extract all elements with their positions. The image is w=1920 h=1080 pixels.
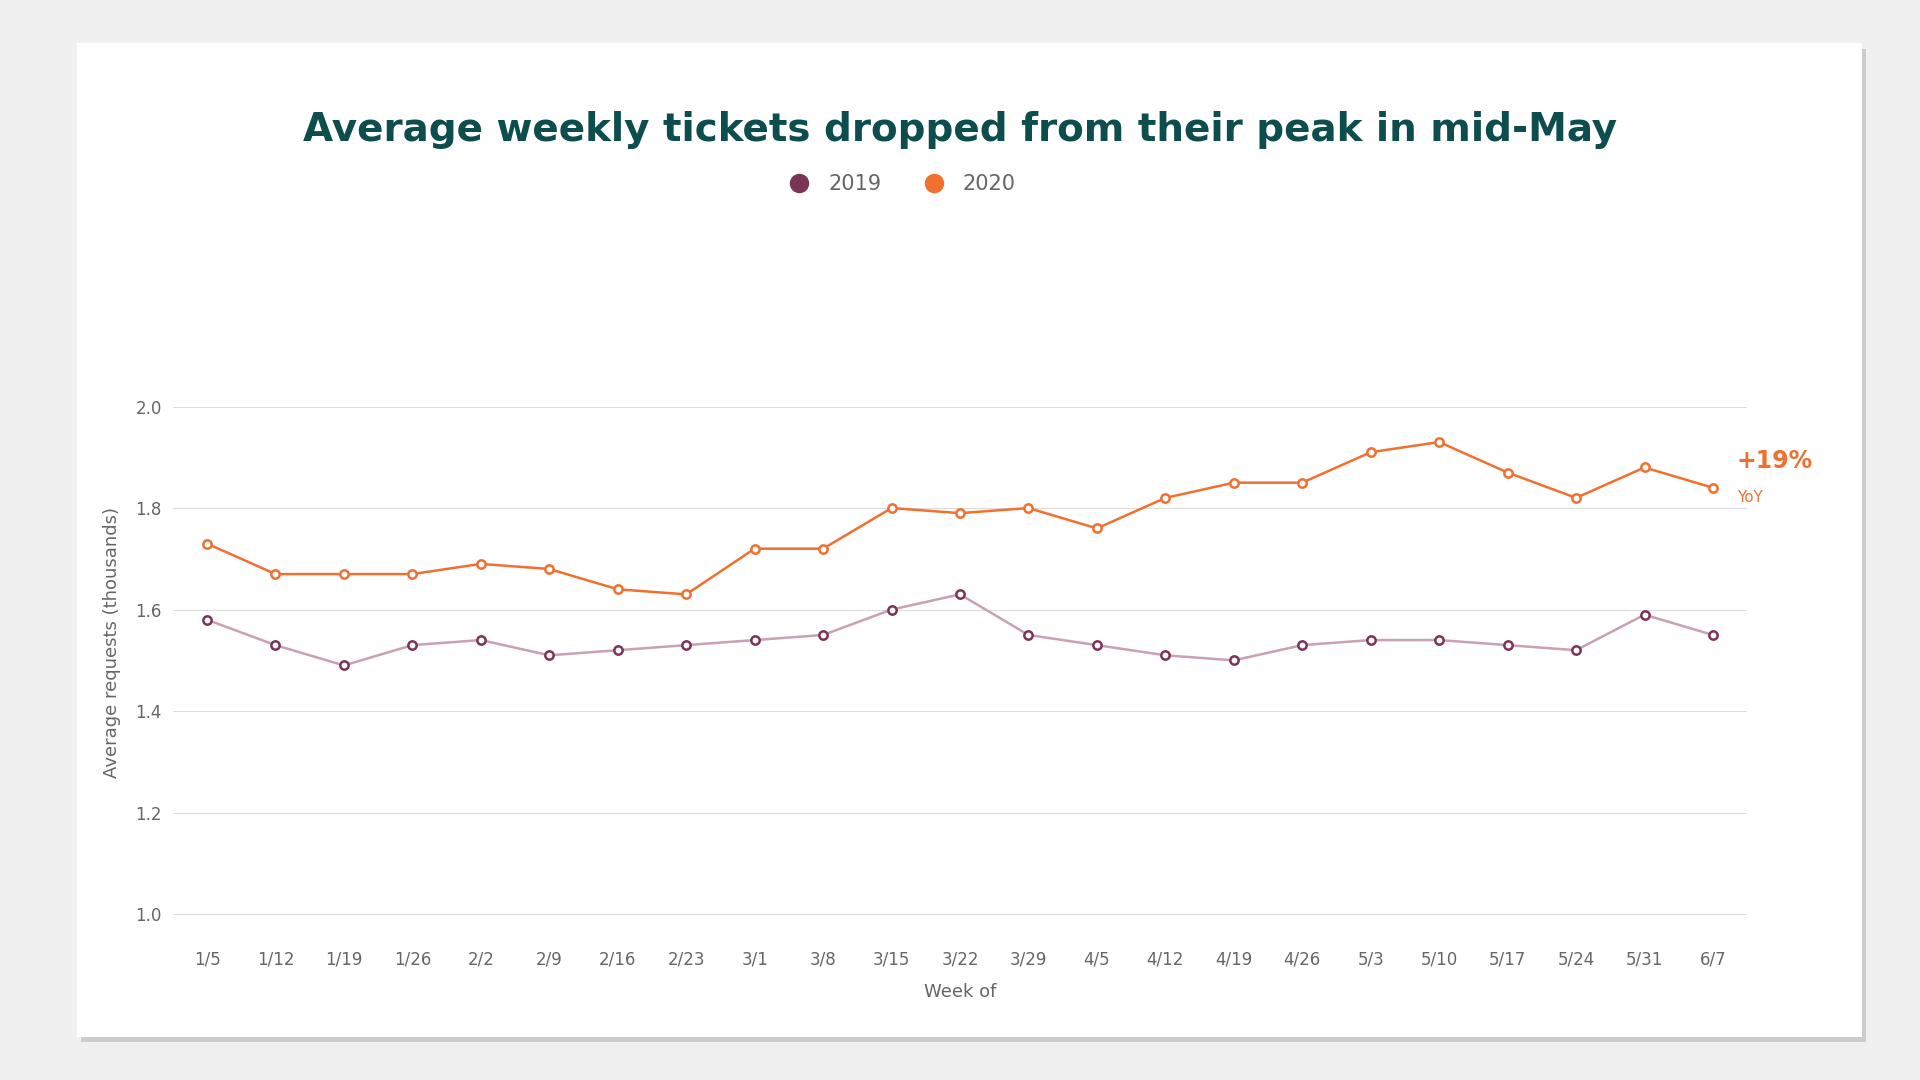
2019	[468, 634, 492, 647]
2019	[1428, 634, 1452, 647]
2020	[1085, 522, 1108, 535]
2020	[263, 568, 286, 581]
2019	[607, 644, 630, 657]
2019	[1290, 638, 1313, 651]
2020	[196, 537, 219, 550]
2020	[1359, 446, 1382, 459]
2020	[948, 507, 972, 519]
Text: Average weekly tickets dropped from their peak in mid-May: Average weekly tickets dropped from thei…	[303, 110, 1617, 149]
2020	[468, 557, 492, 570]
2019	[1154, 649, 1177, 662]
2020	[538, 563, 561, 576]
2020	[1290, 476, 1313, 489]
2020	[879, 501, 902, 514]
2019	[674, 638, 697, 651]
2020	[607, 583, 630, 596]
Line: 2019: 2019	[204, 590, 1716, 670]
2020	[1565, 491, 1588, 504]
2020	[812, 542, 835, 555]
2019	[196, 613, 219, 626]
Y-axis label: Average requests (thousands): Average requests (thousands)	[104, 508, 121, 778]
2020	[1634, 461, 1657, 474]
2019	[879, 603, 902, 616]
2019	[812, 629, 835, 642]
2019	[1359, 634, 1382, 647]
2019	[263, 638, 286, 651]
2019	[1634, 608, 1657, 621]
2019	[743, 634, 766, 647]
2020	[674, 588, 697, 600]
2020	[401, 568, 424, 581]
2019	[1565, 644, 1588, 657]
X-axis label: Week of: Week of	[924, 983, 996, 1000]
2020	[1701, 482, 1724, 495]
Text: +19%: +19%	[1738, 448, 1812, 473]
2019	[1701, 629, 1724, 642]
2020	[1428, 435, 1452, 448]
2019	[538, 649, 561, 662]
2020	[1223, 476, 1246, 489]
2020	[1496, 467, 1519, 480]
2019	[332, 659, 355, 672]
Text: YoY: YoY	[1738, 490, 1763, 505]
2019	[1223, 653, 1246, 666]
2019	[948, 588, 972, 600]
Line: 2020: 2020	[204, 437, 1716, 598]
2020	[332, 568, 355, 581]
2019	[1496, 638, 1519, 651]
2020	[1154, 491, 1177, 504]
2020	[1018, 501, 1041, 514]
2019	[1018, 629, 1041, 642]
2019	[1085, 638, 1108, 651]
2019	[401, 638, 424, 651]
2020	[743, 542, 766, 555]
Legend: 2019, 2020: 2019, 2020	[770, 166, 1023, 203]
